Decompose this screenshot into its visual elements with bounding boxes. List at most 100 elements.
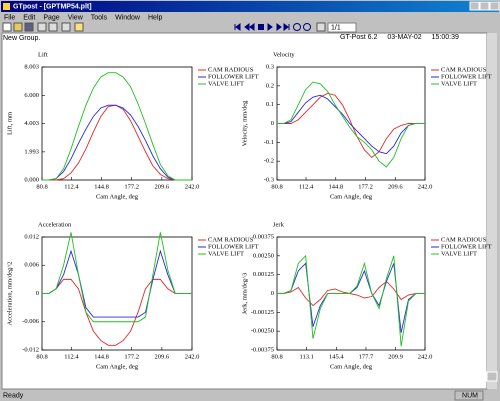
- maximize-button[interactable]: [479, 1, 490, 11]
- y-tick-label: 4.003: [24, 120, 39, 127]
- y-tick-label: 1.993: [24, 148, 39, 155]
- menu-item[interactable]: View: [68, 14, 84, 21]
- x-tick-label: 209.6: [155, 183, 170, 190]
- y-tick-label: -0.1: [264, 139, 274, 146]
- status-indicator: NUM: [462, 392, 478, 399]
- x-axis-label: Cam Angle, deg: [96, 363, 139, 370]
- x-tick-label: 113.1: [299, 353, 313, 360]
- x-axis-label: Cam Angle, deg: [96, 193, 139, 200]
- zoom-in-button[interactable]: [293, 23, 301, 31]
- menu-item[interactable]: File: [4, 14, 15, 21]
- y-tick-label: 0.00375: [253, 233, 274, 240]
- close-button[interactable]: [489, 1, 500, 11]
- chart-title: Acceleration: [38, 221, 72, 228]
- goto-button[interactable]: [316, 22, 326, 32]
- x-tick-label: 145.4: [329, 353, 344, 360]
- menu-item[interactable]: Page: [43, 14, 59, 21]
- x-tick-label: 242.0: [418, 353, 433, 360]
- legend-label: VALVE LIFT: [208, 80, 244, 87]
- y-tick-label: 0.2: [266, 82, 274, 89]
- legend-label: CAM RADIOUS: [441, 236, 487, 243]
- series-line: [42, 104, 192, 181]
- y-tick-label: 0.00125: [253, 271, 274, 278]
- chart-title: Velocity: [273, 51, 295, 58]
- x-tick-label: 80.8: [36, 353, 47, 360]
- print-button[interactable]: [37, 22, 47, 32]
- status-text: Ready: [3, 392, 24, 399]
- new-button[interactable]: [2, 22, 12, 32]
- legend-label: CAM RADIOUS: [208, 236, 254, 243]
- y-tick-label: 6.000: [24, 92, 39, 99]
- y-tick-label: -0.00375: [251, 346, 274, 353]
- header-text: 03-MAY-02: [387, 34, 421, 41]
- legend-label: FOLLOWER LIFT: [208, 243, 259, 250]
- preview-button[interactable]: [48, 22, 58, 32]
- y-tick-label: 0.006: [24, 262, 39, 269]
- x-tick-label: 177.2: [124, 353, 139, 360]
- menu-item[interactable]: Edit: [23, 14, 35, 21]
- minimize-button[interactable]: [469, 1, 480, 11]
- scrollbar[interactable]: [487, 33, 497, 389]
- rewind-buttons[interactable]: [234, 23, 255, 31]
- group-label: New Group.: [3, 35, 40, 42]
- save-button[interactable]: [24, 22, 34, 32]
- y-tick-label: 0.3: [266, 63, 274, 70]
- toolbar: 1/1: [2, 22, 357, 33]
- series-line: [42, 249, 192, 318]
- chart-title: Jerk: [273, 221, 285, 228]
- x-tick-label: 80.8: [36, 183, 47, 190]
- copy-button[interactable]: [61, 22, 71, 32]
- y-tick-label: 0: [271, 120, 274, 127]
- y-tick-label: 0.000: [24, 176, 39, 183]
- forward-buttons[interactable]: [267, 23, 290, 31]
- y-tick-label: 0: [271, 290, 274, 297]
- y-axis-label: Jerk, mm/deg^3: [241, 273, 248, 315]
- y-tick-label: -0.2: [264, 158, 274, 165]
- y-axis-label: Velocity, mm/deg: [241, 100, 248, 147]
- series-line: [277, 254, 425, 347]
- x-axis-label: Cam Angle, deg: [330, 193, 373, 200]
- series-line: [42, 72, 192, 181]
- chart-title: Lift: [38, 51, 48, 58]
- x-tick-label: 177.7: [359, 353, 374, 360]
- page-header: GT-Post 6.2 03-MAY-02 15:00:39: [340, 34, 459, 41]
- x-tick-label: 209.9: [388, 353, 403, 360]
- y-axis-label: Lift, mm: [6, 112, 13, 135]
- y-tick-label: 0.1: [266, 101, 274, 108]
- x-tick-label: 80.8: [271, 353, 282, 360]
- legend-label: FOLLOWER LIFT: [441, 243, 492, 250]
- scroll-thumb[interactable]: [486, 371, 498, 382]
- y-tick-label: 8.003: [24, 63, 39, 70]
- x-tick-label: 242.0: [185, 183, 200, 190]
- open-button[interactable]: [13, 22, 23, 32]
- header-text: GT-Post 6.2: [340, 34, 377, 41]
- zoom-out-button[interactable]: [303, 23, 311, 31]
- legend-label: CAM RADIOUS: [208, 66, 254, 73]
- y-axis-label: Acceleration, mm/deg^2: [6, 261, 13, 325]
- y-tick-label: -0.00125: [251, 309, 274, 316]
- plot-page: [1, 32, 488, 390]
- x-tick-label: 80.8: [271, 183, 282, 190]
- x-tick-label: 177.2: [124, 183, 139, 190]
- menu-item[interactable]: Tools: [91, 14, 108, 21]
- legend-label: VALVE LIFT: [441, 80, 477, 87]
- x-tick-label: 144.8: [94, 353, 109, 360]
- legend-label: FOLLOWER LIFT: [208, 73, 259, 80]
- series-line: [42, 232, 192, 323]
- stop-button[interactable]: [258, 24, 264, 30]
- menu-item[interactable]: Help: [148, 14, 163, 21]
- x-tick-label: 144.8: [328, 183, 343, 190]
- y-tick-label: -0.3: [264, 176, 274, 183]
- series-line: [277, 81, 425, 168]
- status-indicator-box: [454, 390, 484, 401]
- y-tick-label: -0.012: [22, 346, 39, 353]
- menu-item[interactable]: Window: [115, 14, 141, 21]
- page-field[interactable]: [327, 22, 357, 33]
- title-bar: [1, 1, 499, 12]
- x-axis-label: Cam Angle, deg: [330, 363, 373, 370]
- help-button[interactable]: [74, 22, 84, 32]
- app-icon: [3, 3, 10, 10]
- x-tick-label: 242.0: [418, 183, 433, 190]
- legend-label: VALVE LIFT: [441, 250, 477, 257]
